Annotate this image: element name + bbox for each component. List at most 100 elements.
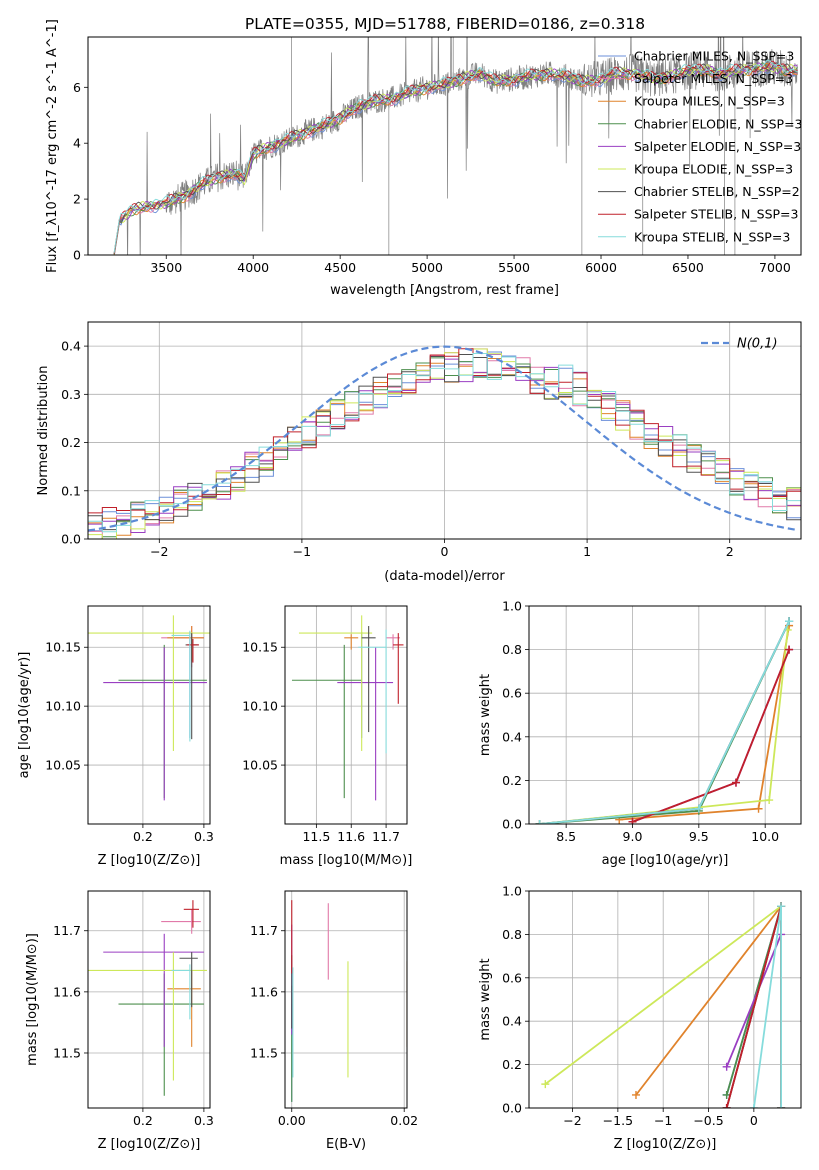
weight-point-marker (722, 1062, 731, 1071)
errorbar-salpeter-miles (386, 634, 401, 650)
y-tick-label: 0.0 (502, 817, 522, 832)
weight-line (632, 649, 790, 823)
weight-line (539, 620, 790, 824)
weight-point-marker (777, 1104, 786, 1108)
mass_vs_Z-frame (87, 890, 211, 1109)
y-axis-label: mass weight (478, 674, 493, 756)
x-tick-label: 0.00 (278, 1113, 306, 1128)
age_vs_mass-frame (284, 605, 408, 825)
x-tick-label: 6000 (585, 260, 617, 275)
y-tick-label: 0.8 (502, 927, 522, 942)
y-axis-label: age [log10(age/yr)] (17, 652, 32, 779)
x-axis-label: Z [log10(Z/Z⊙)] (98, 1137, 201, 1152)
errorbar-chabrier-stelib (179, 952, 198, 1008)
x-tick-label: 0.3 (194, 1113, 214, 1128)
weight-series-kroupa-elodie (535, 625, 792, 824)
weight-series-salpeter-miles (628, 645, 794, 824)
age_vs_mass-axes: 11.5 11.6 11.7 10.05 10.10 10.15 (242, 606, 407, 844)
weight-series-salpeter-elodie (628, 645, 794, 824)
errorbar-salpeter-stelib (393, 633, 404, 704)
y-tick-label: 2 (73, 192, 81, 207)
weight-line (539, 620, 790, 824)
y-tick-label: 11.7 (250, 923, 278, 938)
y-axis-label: mass [log10(M/M⊙)] (25, 933, 40, 1066)
weight_vs_Z-axes: −2 −1.5 −1 −0.5 0 0.0 0.2 0.4 0.6 0.8 1.0 (502, 884, 801, 1128)
y-tick-label: 11.5 (53, 1045, 81, 1060)
x-tick-label: 6500 (672, 260, 704, 275)
model-line-kroupa-stelib (113, 59, 798, 253)
errorbar-salpeter-stelib (186, 638, 200, 663)
x-tick-label: −1 (654, 1113, 672, 1128)
x-tick-label: 0.02 (390, 1113, 418, 1128)
errorbar-kroupa-miles (344, 634, 359, 650)
y-tick-label: 11.7 (53, 923, 81, 938)
x-tick-label: −0.5 (693, 1113, 723, 1128)
x-tick-label: −1.5 (603, 1113, 633, 1128)
residuals-frame (87, 321, 802, 540)
y-tick-label: 0.3 (61, 387, 81, 402)
y-tick-label: 0.0 (502, 1101, 522, 1116)
y-tick-label: 10.10 (242, 699, 278, 714)
errorbar-salpeter-elodie (103, 933, 204, 1047)
x-axis-label: E(B-V) (326, 1137, 366, 1152)
y-axis-label: Normed distribution (36, 366, 51, 496)
x-tick-label: 1 (583, 544, 591, 559)
weight-line (539, 620, 790, 824)
legend-label: Chabrier MILES, N_SSP=3 (634, 49, 794, 64)
weight-point-marker (731, 778, 740, 787)
weight-point-marker (754, 804, 763, 813)
y-tick-label: 0.2 (502, 773, 522, 788)
y-axis-label: Flux [f_λ10^-17 erg cm^-2 s^-1 A^-1] (45, 19, 60, 273)
errorbar-kroupa-stelib (171, 630, 191, 742)
y-tick-label: 0.1 (61, 483, 81, 498)
x-tick-label: 0 (750, 1113, 758, 1128)
model-line-salpeter-stelib (113, 60, 798, 254)
mass_vs_Z-axes: 0.2 0.3 11.5 11.6 11.7 (53, 891, 214, 1128)
y-tick-label: 11.6 (250, 984, 278, 999)
y-tick-label: 1.0 (502, 884, 522, 899)
legend-label: Kroupa MILES, N_SSP=3 (634, 94, 785, 109)
weight-point-marker (628, 817, 637, 824)
x-axis-label: (data-model)/error (384, 569, 505, 584)
model-line-chabrier-elodie (113, 62, 798, 255)
x-tick-label: 8.5 (556, 829, 576, 844)
x-tick-label: 10.0 (751, 829, 779, 844)
y-tick-label: 0.0 (61, 532, 81, 547)
weight-series-chabrier-miles (535, 617, 794, 824)
x-tick-label: 5500 (498, 260, 530, 275)
y-tick-label: 10.05 (242, 758, 278, 773)
y-tick-label: 0.6 (502, 686, 522, 701)
figure-title: PLATE=0355, MJD=51788, FIBERID=0186, z=0… (245, 15, 645, 33)
weight_vs_age-axes: 8.5 9.0 9.5 10.0 0.0 0.2 0.4 0.6 0.8 1.0 (502, 599, 801, 844)
residuals-axes: −2 −1 0 1 2 0.0 0.1 0.2 0.3 0.4 (61, 322, 801, 559)
x-axis-label: age [log10(age/yr)] (602, 853, 729, 868)
model-line-kroupa-elodie (113, 63, 798, 255)
x-tick-label: 11.5 (302, 829, 330, 844)
errorbar-chabrier-stelib (185, 633, 198, 740)
x-tick-label: 3500 (150, 260, 182, 275)
weight_vs_Z-frame (528, 890, 802, 1109)
x-tick-label: 2 (726, 544, 734, 559)
x-axis-label: Z [log10(Z/Z⊙)] (614, 1137, 717, 1152)
errorbar-salpeter-stelib (183, 900, 200, 928)
weight-line (619, 625, 790, 821)
errorbar-salpeter-elodie (337, 647, 394, 801)
y-tick-label: 0.8 (502, 642, 522, 657)
legend-label: Salpeter STELIB, N_SSP=3 (634, 207, 798, 222)
weight-point-marker (694, 804, 703, 813)
weight_vs_age-frame (528, 605, 802, 825)
y-axis-label: mass weight (478, 958, 493, 1040)
errorbar-chabrier-elodie (291, 644, 362, 799)
y-tick-label: 0.6 (502, 970, 522, 985)
x-tick-label: −1 (293, 544, 311, 559)
errorbar-kroupa-miles (167, 970, 201, 1047)
age_vs_Z-frame (87, 605, 211, 825)
model-line-salpeter-miles (113, 63, 798, 255)
y-tick-label: 0.4 (502, 729, 522, 744)
x-tick-label: −2 (150, 544, 168, 559)
mass_vs_EBV-frame (284, 890, 408, 1109)
legend-label: Kroupa STELIB, N_SSP=3 (634, 229, 790, 244)
y-tick-label: 11.5 (250, 1045, 278, 1060)
legend-label: N(0,1) (737, 337, 778, 352)
